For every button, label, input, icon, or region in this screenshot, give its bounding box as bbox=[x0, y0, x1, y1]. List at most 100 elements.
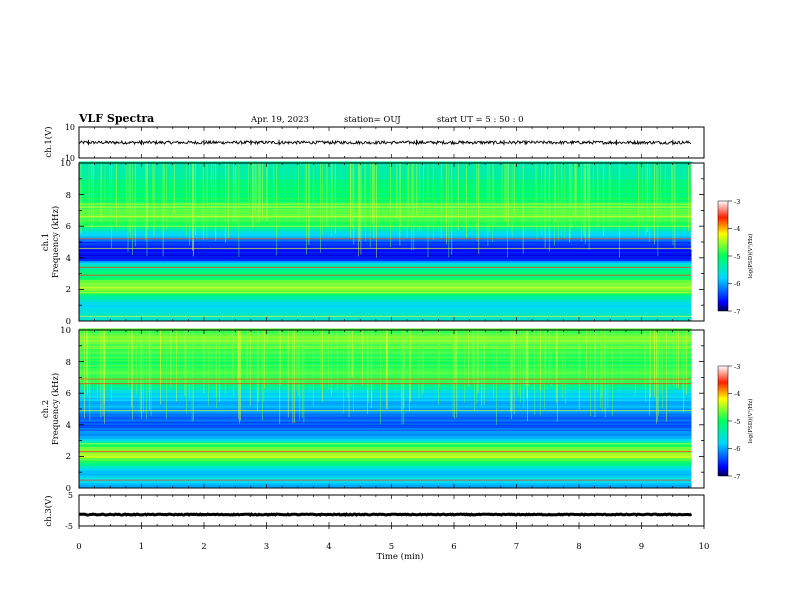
spectrogram-band bbox=[79, 286, 692, 288]
date-label: Apr. 19, 2023 bbox=[250, 115, 309, 125]
no-data-strip bbox=[691, 163, 704, 321]
spectrogram-band bbox=[79, 404, 692, 406]
spectrogram-band bbox=[79, 476, 692, 479]
spectrogram-band bbox=[79, 257, 692, 260]
spectrogram-band bbox=[79, 180, 692, 182]
spectrogram-band bbox=[79, 226, 692, 228]
spectrogram-band bbox=[79, 251, 692, 254]
xtick-label-1: 1 bbox=[139, 542, 144, 552]
xtick-label-10: 10 bbox=[699, 542, 710, 552]
spectrogram-band bbox=[79, 311, 692, 314]
ch1-spectrogram-heatmap bbox=[79, 161, 704, 321]
spectrogram-band bbox=[79, 424, 692, 427]
spectrogram-band bbox=[79, 428, 692, 430]
ch1-colorbar-tick-m4: -4 bbox=[734, 225, 740, 233]
ch3-waveform-ticks bbox=[78, 495, 705, 529]
spectrogram-band bbox=[79, 420, 692, 422]
spectrogram-band bbox=[79, 369, 692, 372]
spectrogram-band bbox=[79, 371, 692, 373]
spectrogram-band bbox=[79, 450, 692, 452]
spectrogram-band bbox=[79, 232, 692, 235]
spectrogram-band bbox=[79, 317, 692, 320]
spectrogram-band bbox=[79, 281, 692, 284]
spectrogram-band bbox=[79, 193, 692, 195]
spectrogram-band bbox=[79, 308, 692, 310]
spectrogram-band bbox=[79, 210, 692, 212]
spectrogram-band bbox=[79, 334, 692, 337]
spectrogram-band bbox=[79, 164, 692, 167]
spectrogram-band bbox=[79, 431, 692, 433]
spectrogram-band bbox=[79, 412, 692, 414]
spectrogram-band bbox=[79, 372, 692, 375]
spectrogram-band bbox=[79, 275, 692, 277]
ch3-waveform-ylabel: ch.3(V) bbox=[43, 495, 54, 526]
spectrogram-band bbox=[79, 196, 692, 198]
ch1-colorbar-tick-m3: -3 bbox=[734, 198, 740, 206]
spectrogram-band bbox=[79, 265, 692, 268]
spectrogram-band bbox=[79, 279, 692, 282]
spectrogram-band bbox=[79, 240, 692, 242]
x-axis-title: Time (min) bbox=[376, 551, 423, 562]
ch1-colorbar-tick-m7: -7 bbox=[734, 308, 740, 316]
spectrogram-band bbox=[79, 208, 692, 211]
spectrogram-band bbox=[79, 397, 692, 400]
spectrogram-band bbox=[79, 478, 692, 481]
spectrogram-band bbox=[79, 300, 692, 303]
spectrogram-band bbox=[79, 339, 692, 342]
ch1-ytick-8: 8 bbox=[66, 191, 71, 201]
spectrogram-band bbox=[79, 331, 692, 334]
spectrogram-band bbox=[79, 418, 692, 421]
ch2-ytick-8: 8 bbox=[66, 358, 71, 368]
spectrogram-band bbox=[79, 458, 692, 460]
spectrogram-band bbox=[79, 253, 692, 255]
spectrogram-band bbox=[79, 283, 692, 285]
ch1-ytick-0: 0 bbox=[66, 317, 71, 327]
ch1-colorbar-tick-m6: -6 bbox=[734, 280, 740, 288]
spectrogram-band bbox=[79, 287, 692, 290]
ch2-colorbar-tick-m5: -5 bbox=[734, 418, 740, 426]
ch1-colorbar-ticks bbox=[728, 200, 732, 312]
spectrogram-band bbox=[79, 178, 692, 181]
spectrogram-band bbox=[79, 243, 692, 246]
spectrogram-band bbox=[79, 405, 692, 408]
ch2-colorbar-ticks bbox=[728, 365, 732, 477]
spectrogram-band bbox=[79, 345, 692, 348]
spectrogram-band bbox=[79, 399, 692, 402]
spectrogram-band bbox=[79, 309, 692, 312]
spectrogram-band bbox=[79, 451, 692, 454]
spectrogram-band bbox=[79, 213, 692, 216]
spectrogram-band bbox=[79, 350, 692, 353]
ch1-ytick-4: 4 bbox=[66, 254, 71, 264]
spectrogram-band bbox=[79, 270, 692, 272]
ch1-spectrogram-ticks bbox=[78, 162, 705, 322]
spectrogram-band bbox=[79, 393, 692, 395]
spectrogram-band bbox=[79, 464, 692, 466]
spectrogram-band bbox=[79, 313, 692, 315]
spectrogram-band bbox=[79, 197, 692, 200]
spectrogram-band bbox=[79, 388, 692, 391]
spectrogram-band bbox=[79, 442, 692, 444]
spectrogram-band bbox=[79, 204, 692, 206]
spectrogram-band bbox=[79, 361, 692, 364]
spectrogram-band bbox=[79, 456, 692, 458]
spectrogram-band bbox=[79, 249, 692, 252]
spectrogram-band bbox=[79, 409, 692, 411]
ch1-colorbar-tick-m5: -5 bbox=[734, 253, 740, 261]
spectrogram-band bbox=[79, 319, 692, 321]
ch2-spectrogram-heatmap bbox=[79, 328, 704, 488]
spectrogram-band bbox=[79, 434, 692, 436]
spectrogram-band bbox=[79, 353, 692, 356]
ch1-channel-label: ch.1 bbox=[41, 233, 51, 251]
spectrogram-band bbox=[79, 446, 692, 449]
spectrogram-band bbox=[79, 385, 692, 387]
xtick-label-0: 0 bbox=[76, 542, 81, 552]
spectrogram-band bbox=[79, 245, 692, 247]
spectrogram-band bbox=[79, 367, 692, 370]
xtick-label-4: 4 bbox=[326, 542, 331, 552]
spectrogram-band bbox=[79, 292, 692, 295]
spectrogram-band bbox=[79, 191, 692, 193]
spectrogram-band bbox=[79, 402, 692, 405]
spectrogram-band bbox=[79, 161, 692, 163]
spectrogram-band bbox=[79, 472, 692, 474]
ch1-ytick-bottom: -10 bbox=[62, 154, 75, 163]
